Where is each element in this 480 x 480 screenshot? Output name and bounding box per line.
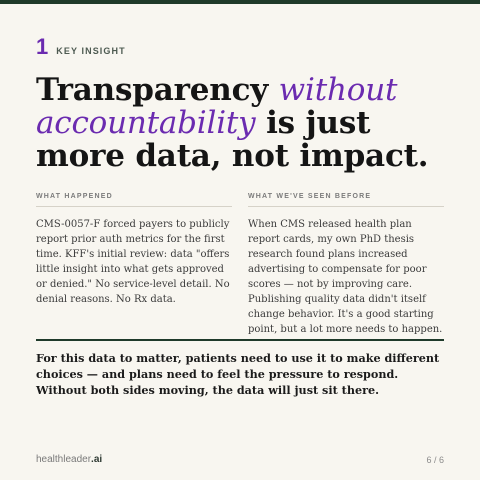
column-body: When CMS released health plan report car… [248, 219, 443, 335]
brand-logo: healthleader.ai [36, 454, 102, 465]
callout-text: For this data to matter, patients need t… [36, 351, 440, 397]
brand-tld: .ai [91, 454, 103, 465]
insight-card: 1 KEY INSIGHT Transparency without accou… [36, 36, 444, 480]
column-title: WHAT WE'VE SEEN BEFORE [248, 193, 444, 207]
section-kicker: KEY INSIGHT [56, 46, 126, 56]
page-indicator: 6 / 6 [426, 454, 444, 465]
section-header: 1 KEY INSIGHT [36, 36, 444, 58]
column-title: WHAT HAPPENED [36, 193, 232, 207]
headline-part-2: is just more data, not impact. [36, 105, 429, 174]
top-accent-bar [0, 0, 480, 4]
callout-divider [36, 339, 444, 341]
two-column-content: WHAT HAPPENED CMS-0057-F forced payers t… [36, 193, 444, 337]
section-number: 1 [36, 34, 49, 59]
headline: Transparency without accountability is j… [36, 74, 444, 173]
footer: healthleader.ai 6 / 6 [36, 454, 444, 465]
headline-accent: without accountability [36, 72, 398, 141]
brand-name: healthleader [36, 454, 92, 465]
column-what-happened: WHAT HAPPENED CMS-0057-F forced payers t… [36, 193, 232, 337]
column-body: CMS-0057-F forced payers to publicly rep… [36, 219, 230, 305]
column-seen-before: WHAT WE'VE SEEN BEFORE When CMS released… [248, 193, 444, 337]
headline-part-1: Transparency [36, 72, 269, 108]
